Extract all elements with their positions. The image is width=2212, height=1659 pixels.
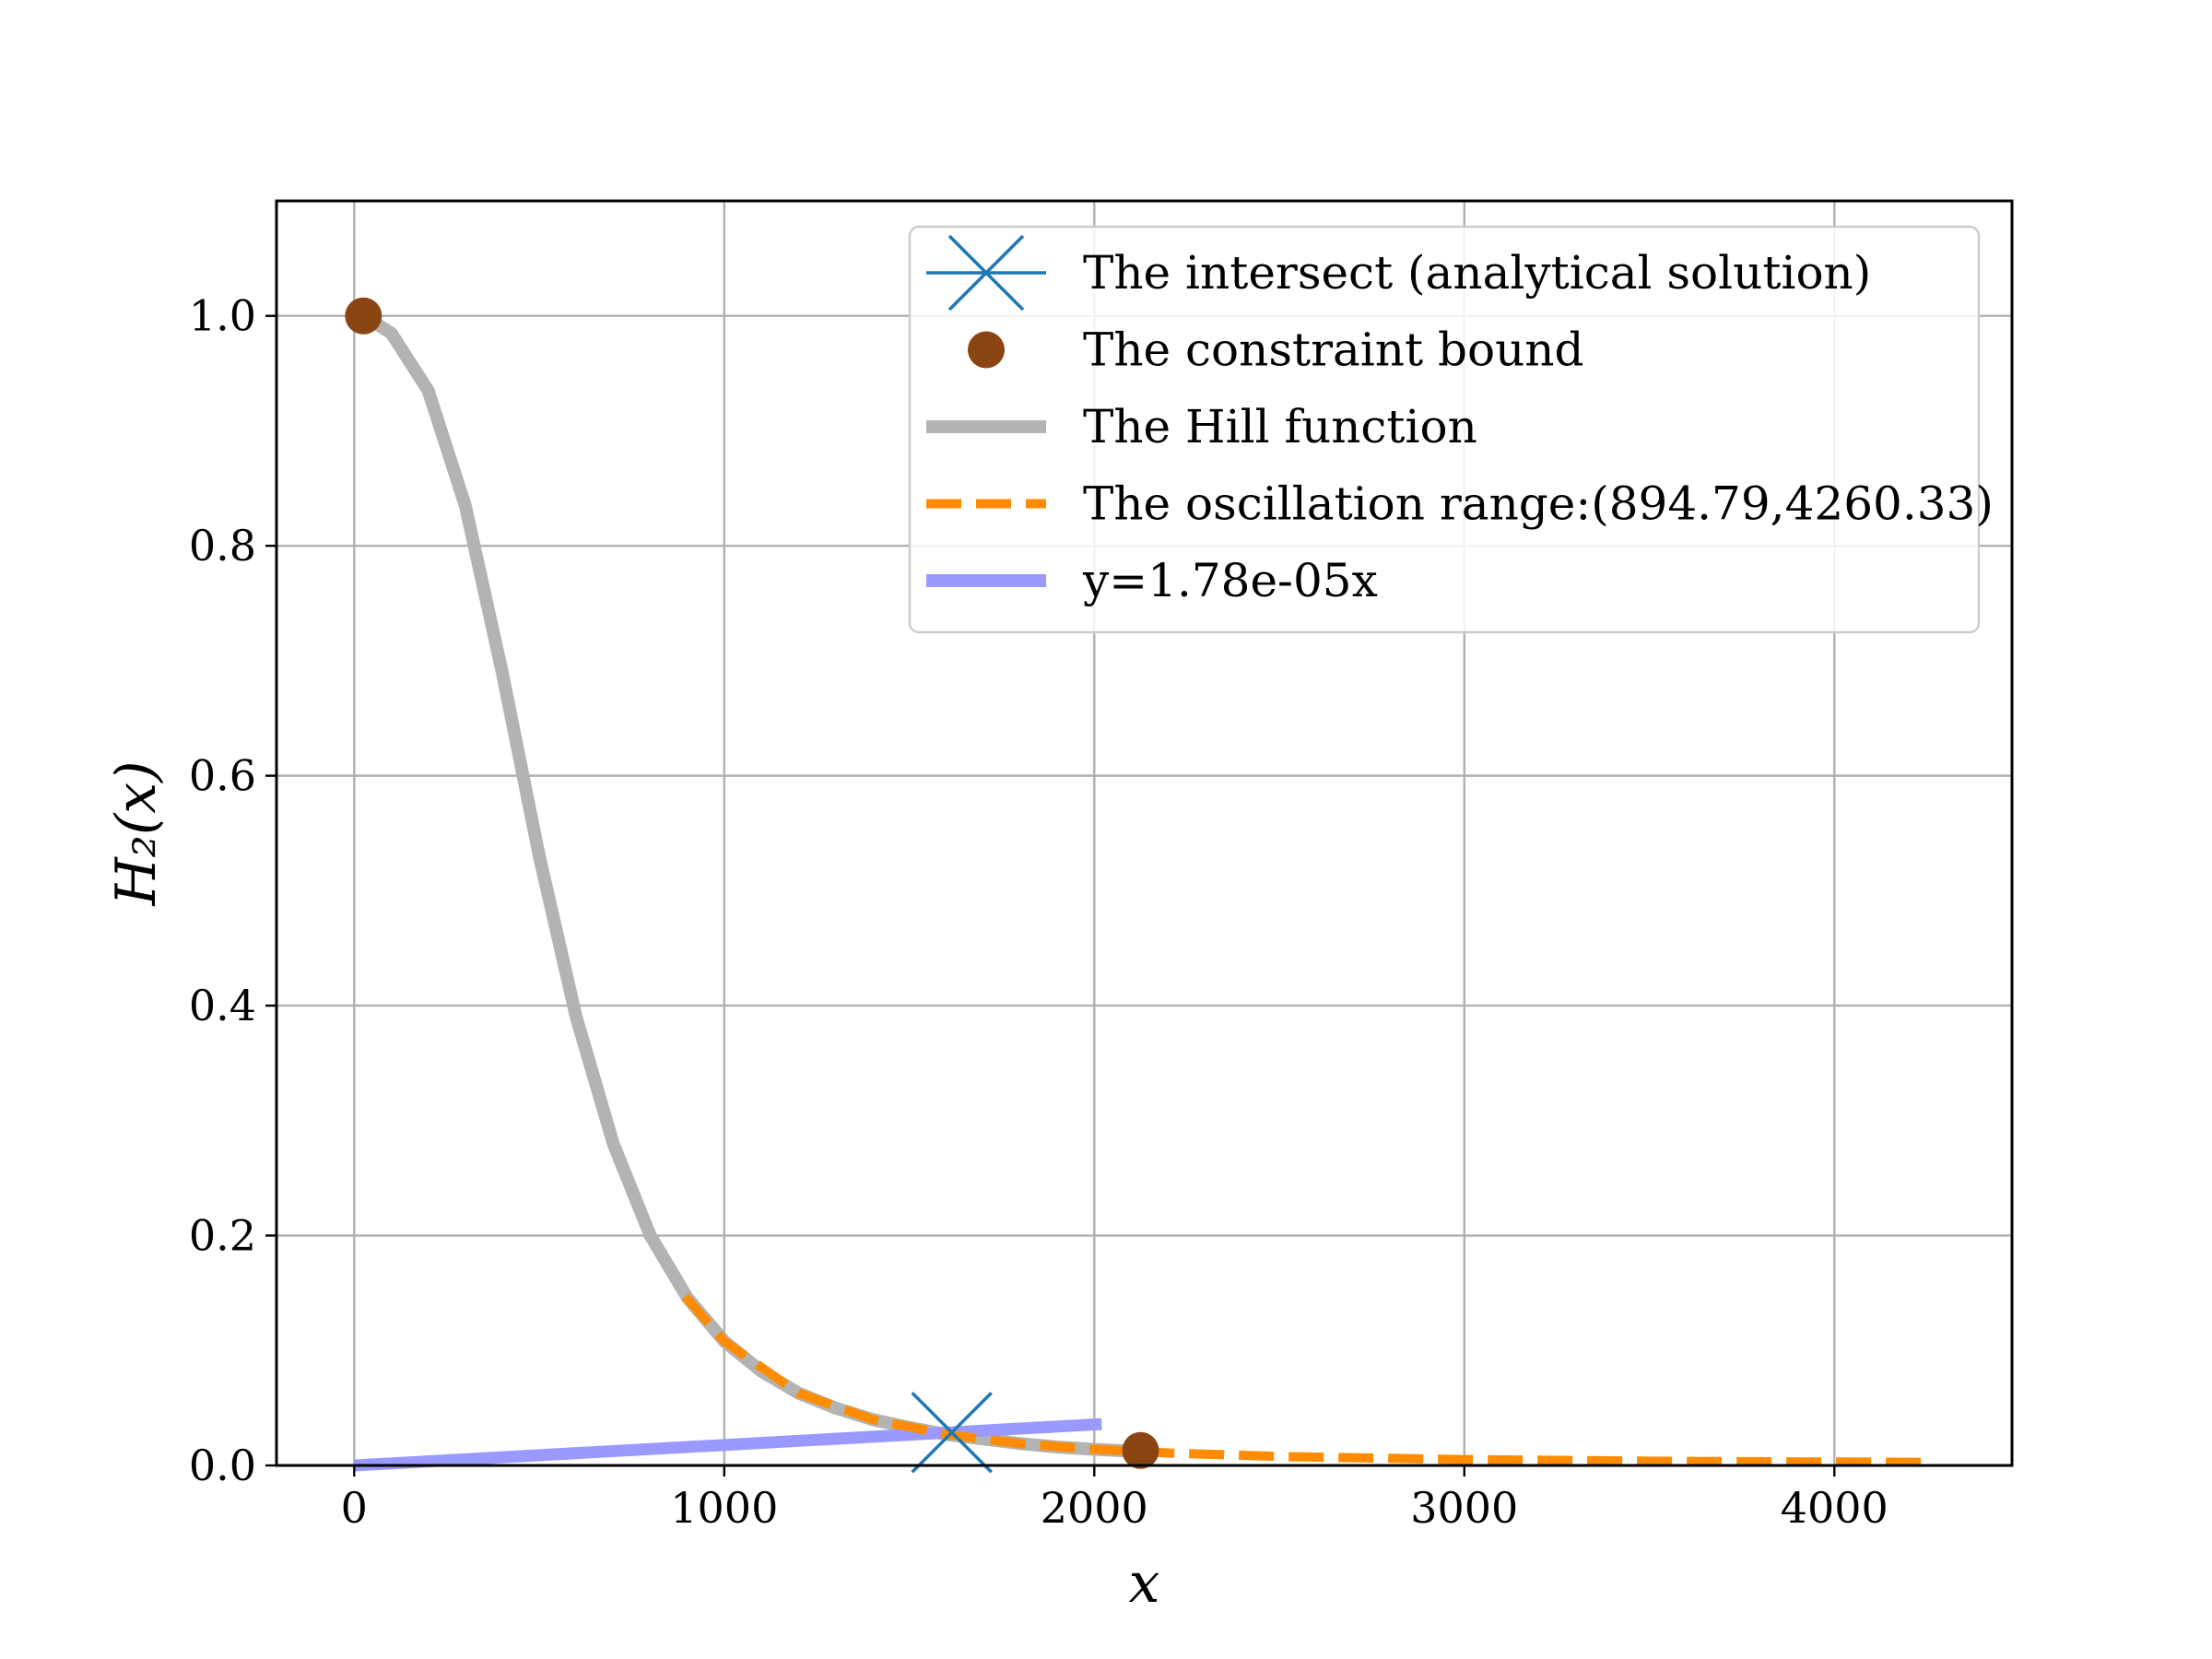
intersect-point-0 <box>911 1391 993 1474</box>
linear-line <box>353 1418 1102 1472</box>
y-tick-label-2: 0.4 <box>189 981 256 1030</box>
constraint-bound-point-1 <box>1122 1431 1159 1469</box>
y-tick-label-1: 0.2 <box>189 1211 256 1261</box>
x-tick-label-2: 2000 <box>1041 1483 1148 1533</box>
x-tick-label-4: 4000 <box>1781 1483 1888 1533</box>
x-axis-label: x <box>1129 1551 1160 1616</box>
legend-label-1: The constraint bound <box>1083 324 1584 377</box>
y-tick-label-3: 0.6 <box>189 751 256 801</box>
legend-label-4: y=1.78e-05x <box>1082 554 1378 607</box>
y-tick-label-0: 0.0 <box>189 1441 256 1490</box>
axes-frame <box>275 199 2014 1467</box>
y-tick-label-5: 1.0 <box>189 291 256 341</box>
y-axis-label: H₂(x) <box>104 760 169 906</box>
legend-entry-3: The oscillation range:(894.79,4260.33) <box>926 477 1994 531</box>
legend-handle-x-b <box>947 234 1025 312</box>
constraint-bound-point-0 <box>345 297 382 335</box>
axis-ticks: 0 1000 2000 3000 4000 0.0 0.2 0.4 0.6 0.8 1.0 <box>189 291 1888 1533</box>
x-tick-label-1: 1000 <box>670 1483 778 1533</box>
legend-handle-dot <box>968 331 1005 369</box>
legend-entry-1: The constraint bound <box>968 324 1584 377</box>
legend-label-0: The intersect (analytical solution) <box>1083 246 1871 300</box>
legend-entry-2: The Hill function <box>926 400 1477 453</box>
oscillation-range-line <box>681 1293 1931 1467</box>
x-tick-label-3: 3000 <box>1410 1483 1518 1533</box>
intersect-stroke-b <box>911 1391 993 1474</box>
legend: The intersect (analytical solution) The c… <box>908 225 1994 634</box>
legend-box <box>908 225 1981 634</box>
legend-entry-4: y=1.78e-05x <box>926 554 1378 607</box>
legend-label-2: The Hill function <box>1083 400 1477 453</box>
legend-entry-0: The intersect (analytical solution) <box>926 234 1871 312</box>
plot-area <box>345 297 1931 1474</box>
y-tick-label-4: 0.8 <box>189 521 256 571</box>
legend-label-3: The oscillation range:(894.79,4260.33) <box>1083 477 1994 531</box>
x-tick-label-0: 0 <box>341 1483 368 1533</box>
